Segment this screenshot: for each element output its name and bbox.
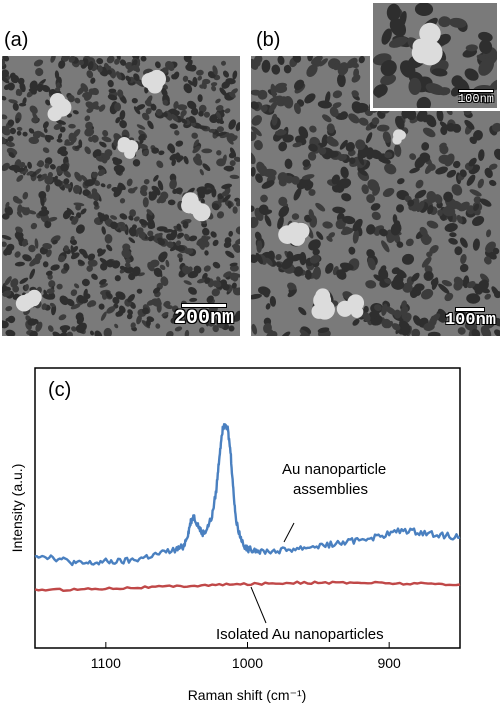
scale-bar-b-line [456, 308, 485, 311]
scale-bar-b-label: 100nm [444, 311, 496, 330]
series-layer [34, 422, 461, 593]
series-line-isolated [34, 580, 461, 593]
y-axis-label: Intensity (a.u.) [9, 464, 25, 553]
series-line-assemblies [34, 422, 461, 567]
sem-image-a: 200nm [2, 56, 240, 336]
plot-frame [34, 367, 461, 649]
scale-bar-a-line [181, 304, 226, 307]
x-axis-label: Raman shift (cm⁻¹) [188, 687, 307, 703]
sem-inset-b: 100nm [370, 0, 500, 111]
inset-scale-bar-label: 100nm [457, 92, 494, 106]
inset-scale-bar: 100nm [458, 90, 494, 106]
annotation-assemblies-line2: assemblies [293, 481, 368, 498]
annotation-assemblies-line1: Au nanoparticle [282, 461, 386, 478]
x-axis-ticks: 1100 1000 900 [91, 642, 401, 671]
panel-b-label: (b) [256, 29, 281, 51]
sem-texture-a [2, 56, 240, 336]
annotation-leader-assemblies [283, 522, 295, 543]
x-tick-label: 900 [377, 655, 401, 671]
inset-scale-bar-line [458, 90, 493, 92]
annotation-isolated: Isolated Au nanoparticles [216, 626, 384, 643]
annotation-leader-isolated [250, 586, 267, 624]
x-tick-label: 1100 [91, 655, 121, 671]
raman-chart: (c) 1100 1000 900 Au nanoparticle assembli… [9, 367, 461, 703]
scale-bar-b: 100nm [445, 308, 496, 330]
panel-a-label: (a) [4, 29, 29, 51]
panel-c-label: (c) [48, 379, 71, 401]
scale-bar-a: 200nm [174, 304, 234, 330]
scale-bar-a-label: 200nm [173, 307, 234, 330]
x-tick-label: 1000 [232, 655, 263, 671]
